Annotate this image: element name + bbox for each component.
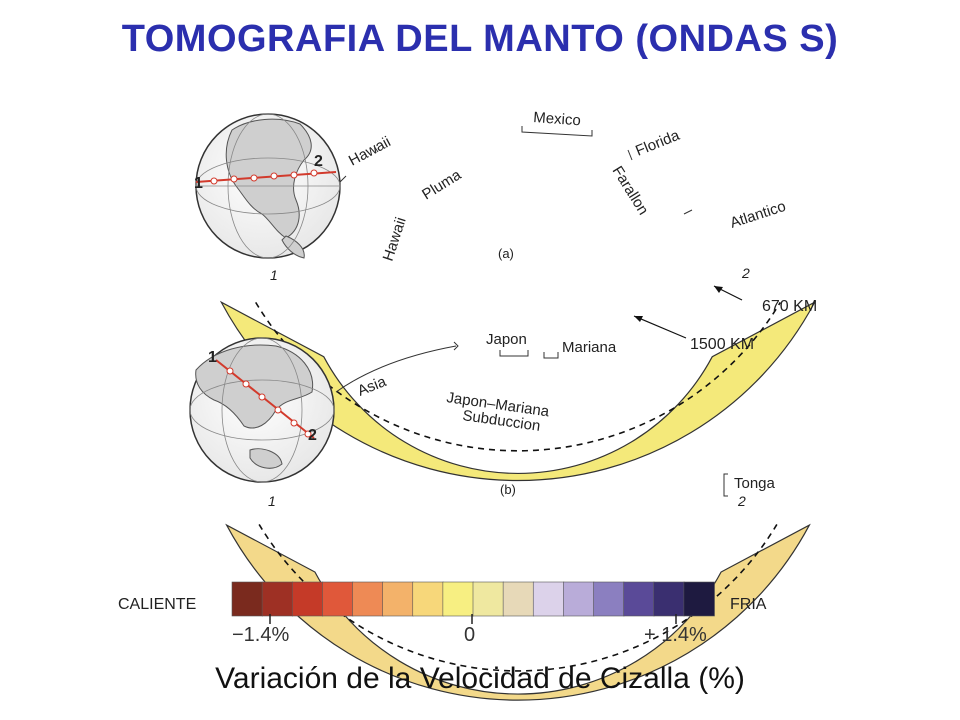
colorbar-cell xyxy=(683,581,715,617)
panel-b-anomaly xyxy=(420,353,620,377)
colorbar-cell xyxy=(231,581,263,617)
label-florida: Florida xyxy=(633,127,682,160)
colorbar-cell xyxy=(653,581,685,617)
panel-b-anomaly xyxy=(651,469,710,531)
label-pluma: Pluma xyxy=(419,166,465,203)
globe-b-point-2: 2 xyxy=(308,427,317,444)
label-670-km: 670 KM xyxy=(762,298,818,315)
colorbar-cell xyxy=(593,581,625,617)
colorbar-cell xyxy=(532,581,565,617)
label-panel-b-1: 1 xyxy=(268,493,276,509)
panel-a-anomaly xyxy=(450,194,510,226)
colorbar-cell xyxy=(322,581,354,617)
colorbar-cell xyxy=(563,581,595,617)
label-panel-b-letter: (b) xyxy=(500,482,516,497)
colorbar-cell xyxy=(442,581,474,617)
panel-a-anomaly xyxy=(316,242,364,278)
label-1500-km: 1500 KM xyxy=(690,336,755,353)
arrow-1500 xyxy=(633,315,687,339)
colorbar-tick-mid: 0 xyxy=(464,624,476,646)
panel-a-anomaly xyxy=(378,120,561,181)
panel-a-anomaly xyxy=(669,173,731,248)
panel-b-anomaly xyxy=(574,482,626,518)
panel-a-cross-section xyxy=(219,120,817,482)
panel-a-anomaly xyxy=(588,302,632,308)
panel-b-anomaly xyxy=(352,460,408,500)
colorbar-cell xyxy=(502,581,535,617)
label-atlantico: Atlantico xyxy=(728,198,788,232)
globe-a-icon xyxy=(195,113,341,259)
label-hawaii-plume: Hawaii xyxy=(380,215,410,263)
label-farallon: Farallon xyxy=(609,163,652,218)
colorbar-left-label: CALIENTE xyxy=(118,596,197,613)
label-tonga: Tonga xyxy=(734,475,776,492)
panel-a-anomaly xyxy=(480,180,560,220)
colorbar xyxy=(231,581,715,617)
colorbar-right-label: FRIA xyxy=(730,596,767,613)
colorbar-cell xyxy=(352,581,384,617)
panel-b-cross-section xyxy=(225,353,811,701)
label-panel-a-1: 1 xyxy=(270,267,278,283)
colorbar-cell xyxy=(472,581,504,617)
label-mexico: Mexico xyxy=(533,109,582,129)
panel-a-anomaly xyxy=(500,128,620,152)
label-panel-a-letter: (a) xyxy=(498,246,514,261)
panel-b-anomaly xyxy=(414,474,466,506)
page-title: TOMOGRAFIA DEL MANTO (ONDAS S) xyxy=(121,18,839,60)
panel-a-anomaly xyxy=(517,183,602,256)
figure-caption: Variación de la Velocidad de Cizalla (%) xyxy=(215,662,745,695)
globe-a-point-2: 2 xyxy=(314,153,323,170)
colorbar-cell xyxy=(623,581,655,617)
globe-a-point-1: 1 xyxy=(194,175,203,192)
panel-b-anomaly xyxy=(334,482,366,518)
colorbar-tick-max: + 1.4% xyxy=(644,624,707,646)
label-japon: Japon xyxy=(486,331,527,348)
arrow-1500-head xyxy=(634,316,643,322)
colorbar-cell xyxy=(261,581,294,617)
globe-b-icon xyxy=(189,337,335,483)
label-hawaii-top: Hawaii xyxy=(346,133,394,169)
colorbar-cell xyxy=(412,581,444,617)
colorbar-cell xyxy=(382,581,414,617)
colorbar-tick-min: −1.4% xyxy=(232,624,290,646)
label-panel-a-2: 2 xyxy=(741,265,750,281)
panel-a-anomaly xyxy=(622,196,698,305)
arrow-670-head xyxy=(714,286,723,293)
label-mariana: Mariana xyxy=(562,339,617,356)
colorbar-cell xyxy=(291,581,324,617)
globe-b-point-1: 1 xyxy=(208,349,217,366)
panel-a-anomaly xyxy=(574,220,626,260)
label-panel-b-2: 2 xyxy=(737,493,746,509)
